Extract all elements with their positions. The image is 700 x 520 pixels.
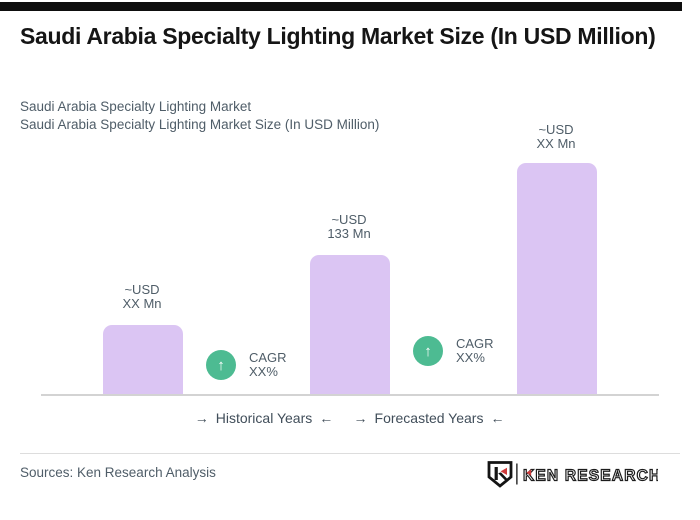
cagr-badge-2: ↑ CAGR XX%	[413, 336, 494, 366]
bar-3	[517, 163, 597, 394]
top-accent-bar	[0, 2, 682, 11]
axis-annotation-forecasted: → Forecasted Years ←	[347, 410, 512, 426]
bar-value-label-3: ~USD XX Mn	[536, 122, 576, 151]
page-title: Saudi Arabia Specialty Lighting Market S…	[20, 23, 656, 49]
cagr-label-2: CAGR XX%	[456, 336, 494, 365]
sources-text: Sources: Ken Research Analysis	[20, 465, 216, 480]
axis-annotation-historical: → Historical Years ←	[188, 410, 341, 426]
arrow-right-icon: →	[194, 410, 209, 426]
logo-separator	[516, 463, 518, 485]
arrow-left-icon: ←	[490, 410, 505, 426]
cagr-label-1: CAGR XX%	[249, 350, 287, 379]
x-axis-line	[41, 394, 659, 396]
logo-wordmark: KEN RESEARCH	[522, 467, 658, 485]
arrow-right-icon: →	[353, 410, 368, 426]
subtitle-line-1: Saudi Arabia Specialty Lighting Market	[20, 99, 252, 114]
axis-annotation-label: Historical Years	[215, 410, 313, 426]
up-arrow-icon: ↑	[206, 350, 236, 380]
svg-text:KEN RESEARCH: KEN RESEARCH	[523, 468, 658, 485]
footer-divider	[20, 453, 680, 454]
subtitle-block: Saudi Arabia Specialty Lighting Market S…	[20, 98, 379, 134]
ken-research-logo: KEN RESEARCH	[487, 461, 658, 488]
arrow-left-icon: ←	[319, 410, 334, 426]
bar-value-label-2: ~USD 133 Mn	[327, 212, 371, 241]
axis-annotation-label: Forecasted Years	[374, 410, 484, 426]
bar-2	[310, 255, 390, 394]
subtitle-line-2: Saudi Arabia Specialty Lighting Market S…	[20, 117, 380, 132]
bar-value-label-1: ~USD XX Mn	[122, 282, 162, 311]
up-arrow-icon: ↑	[413, 336, 443, 366]
bar-1	[103, 325, 183, 394]
logo-shield-icon	[487, 461, 513, 488]
cagr-badge-1: ↑ CAGR XX%	[206, 350, 287, 380]
